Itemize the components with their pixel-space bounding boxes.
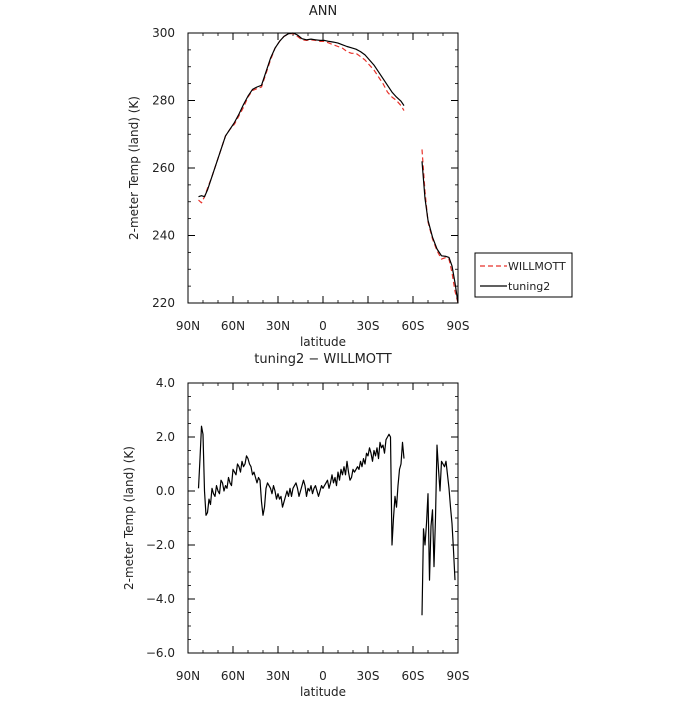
panel-bottom-x-axis-label: latitude bbox=[300, 685, 346, 699]
panel-top: ANN 90N 60N 30N 0 30S 60S 90S 220240260280300 … bbox=[127, 4, 469, 349]
x-tick-label: 60S bbox=[402, 319, 425, 333]
y-tick-label: 280 bbox=[152, 94, 175, 108]
panel-bottom: tuning2 − WILLMOTT 90N 60N 30N 0 30S 60S 90S −… bbox=[122, 352, 469, 699]
x-tick-label: 60N bbox=[221, 669, 245, 683]
x-tick-label: 90S bbox=[447, 319, 470, 333]
legend-willmott-label: WILLMOTT bbox=[508, 260, 566, 273]
y-tick-label: −6.0 bbox=[146, 646, 175, 660]
y-tick-label: 4.0 bbox=[156, 376, 175, 390]
panel-bottom-ticks bbox=[187, 382, 459, 654]
panel-top-y-tick-labels: 220 240 260 280 300 bbox=[152, 26, 175, 310]
x-tick-label: 30N bbox=[266, 319, 290, 333]
legend-tuning2-label: tuning2 bbox=[508, 280, 550, 293]
panel-bottom-y-axis-label: 2-meter Temp (land) (K) bbox=[122, 446, 136, 590]
x-tick-label: 90N bbox=[176, 669, 200, 683]
panel-top-x-axis-label: latitude bbox=[300, 335, 346, 349]
x-tick-label: 0 bbox=[319, 669, 327, 683]
y-tick-label: −4.0 bbox=[146, 592, 175, 606]
x-tick-label: 90S bbox=[447, 669, 470, 683]
series-line-tuning2 bbox=[198, 32, 405, 198]
x-tick-label: 0 bbox=[319, 319, 327, 333]
panel-bottom-series bbox=[197, 425, 456, 616]
y-tick-label: 300 bbox=[152, 26, 175, 40]
y-tick-label: 0.0 bbox=[156, 484, 175, 498]
y-tick-label: −2.0 bbox=[146, 538, 175, 552]
y-tick-label: 2.0 bbox=[156, 430, 175, 444]
panel-bottom-title: tuning2 − WILLMOTT bbox=[254, 352, 391, 367]
panel-top-x-tick-labels: 90N 60N 30N 0 30S 60S 90S bbox=[176, 319, 470, 333]
panel-top-series bbox=[198, 32, 459, 304]
panel-top-ticks bbox=[187, 32, 459, 304]
series-line-difference bbox=[421, 444, 456, 616]
panel-bottom-y-tick-labels: −6.0 −4.0 −2.0 0.0 2.0 4.0 bbox=[146, 376, 175, 660]
x-tick-label: 60S bbox=[402, 669, 425, 683]
x-tick-label: 60N bbox=[221, 319, 245, 333]
legend: WILLMOTT tuning2 bbox=[474, 252, 573, 298]
y-tick-label: 220 bbox=[152, 296, 175, 310]
y-tick-label: 240 bbox=[152, 229, 175, 243]
x-tick-label: 90N bbox=[176, 319, 200, 333]
series-line-difference bbox=[197, 425, 405, 546]
series-line-tuning2 bbox=[421, 161, 459, 304]
x-tick-label: 30N bbox=[266, 669, 290, 683]
x-tick-label: 30S bbox=[357, 669, 380, 683]
y-tick-label: 260 bbox=[152, 161, 175, 175]
panel-top-y-axis-label: 2-meter Temp (land) (K) bbox=[127, 96, 141, 240]
x-tick-label: 30S bbox=[357, 319, 380, 333]
series-line-willmott bbox=[421, 149, 459, 304]
legend-box bbox=[474, 252, 573, 298]
panel-bottom-frame bbox=[187, 382, 459, 654]
panel-bottom-x-tick-labels: 90N 60N 30N 0 30S 60S 90S bbox=[176, 669, 470, 683]
panel-top-title: ANN bbox=[309, 4, 337, 19]
panel-top-frame bbox=[187, 32, 459, 304]
series-line-willmott bbox=[198, 33, 405, 204]
